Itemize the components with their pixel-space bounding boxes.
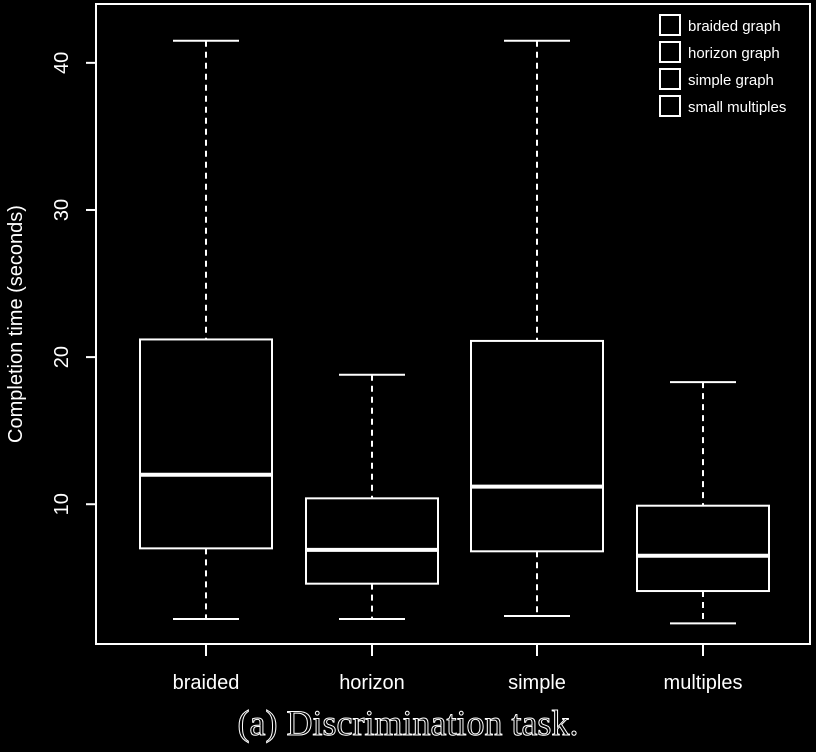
- legend-label-0: braided graph: [688, 18, 781, 35]
- y-tick-label-30: 30: [51, 199, 73, 221]
- box-multiples: [636, 381, 770, 625]
- legend-label-3: small multiples: [688, 99, 786, 116]
- legend-swatch-2: [659, 68, 681, 90]
- y-tick-label-40: 40: [51, 52, 73, 74]
- box-horizon: [305, 373, 439, 620]
- iqr-box-horizon: [305, 497, 439, 585]
- legend-label-2: simple graph: [688, 72, 774, 89]
- x-ticks: braided horizon simple multiples: [173, 644, 743, 694]
- x-tick-label-simple: simple: [508, 672, 566, 694]
- plot-frame: [95, 3, 811, 645]
- figure-caption: (a) Discrimination task.: [237, 703, 579, 744]
- y-axis-label: Completion time (seconds): [5, 205, 27, 443]
- legend-swatch-1: [659, 41, 681, 63]
- legend-swatch-3: [659, 95, 681, 117]
- iqr-box-simple: [470, 339, 604, 553]
- x-tick-label-multiples: multiples: [664, 672, 743, 694]
- x-tick-label-braided: braided: [173, 672, 240, 694]
- x-tick-label-horizon: horizon: [339, 672, 405, 694]
- box-simple: [470, 39, 604, 618]
- box-braided: [139, 39, 273, 620]
- y-tick-label-10: 10: [51, 493, 73, 515]
- iqr-box-multiples: [636, 504, 770, 593]
- boxes: [139, 39, 770, 625]
- legend-label-1: horizon graph: [688, 45, 780, 62]
- legend-swatch-0: [659, 14, 681, 36]
- iqr-box-braided: [139, 338, 273, 550]
- y-tick-label-20: 20: [51, 346, 73, 368]
- legend: braided graph horizon graph simple graph sm…: [659, 14, 786, 117]
- y-ticks: 10 20 30 40: [51, 52, 96, 515]
